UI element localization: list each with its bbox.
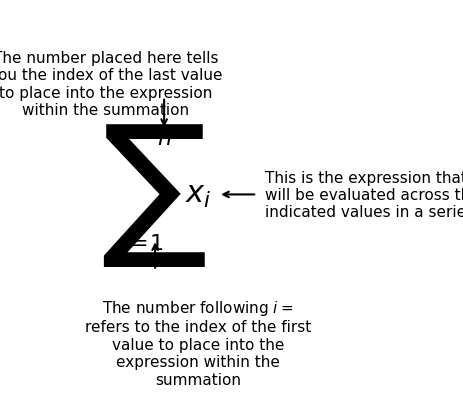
Text: This is the expression that
will be evaluated across the
indicated values in a s: This is the expression that will be eval… bbox=[265, 170, 463, 220]
Text: $x_i$: $x_i$ bbox=[185, 181, 212, 209]
Text: The number placed here tells
you the index of the last value
to place into the e: The number placed here tells you the ind… bbox=[0, 51, 222, 118]
Text: The number following $i=$
refers to the index of the first
value to place into t: The number following $i=$ refers to the … bbox=[85, 298, 311, 387]
Text: $n$: $n$ bbox=[157, 128, 171, 148]
Text: $\sum$: $\sum$ bbox=[101, 122, 206, 268]
Text: $i\!=\!1$: $i\!=\!1$ bbox=[123, 234, 163, 254]
